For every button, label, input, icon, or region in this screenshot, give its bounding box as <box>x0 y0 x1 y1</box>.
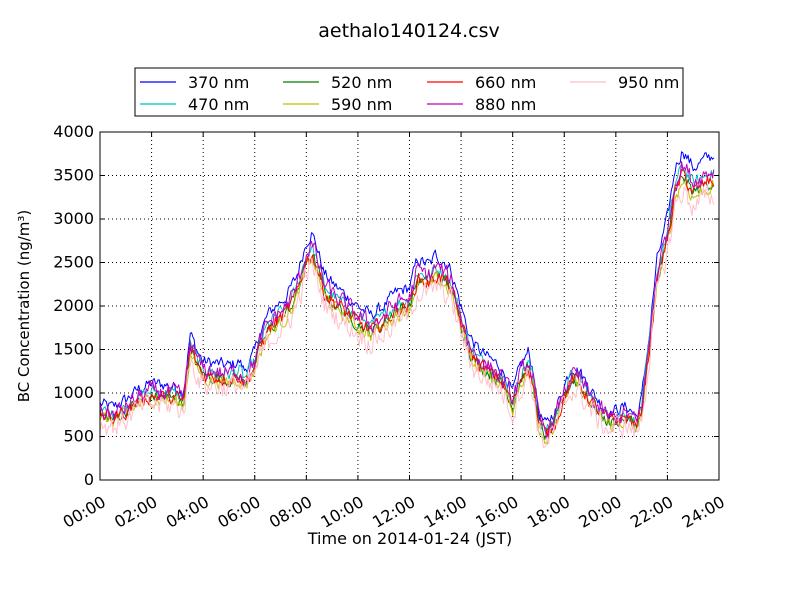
y-tick-label: 0 <box>84 470 94 489</box>
x-tick-label: 10:00 <box>317 492 366 532</box>
y-axis: 0 500 1000 1500 2000 2500 3000 3500 4000 <box>53 122 719 489</box>
x-tick-label: 16:00 <box>472 492 521 532</box>
legend-label: 590 nm <box>331 95 392 114</box>
y-tick-label: 3000 <box>53 209 94 228</box>
x-tick-label: 08:00 <box>266 492 315 532</box>
x-tick-label: 00:00 <box>60 492 109 532</box>
x-tick-label: 12:00 <box>369 492 418 532</box>
series-line-880-nm <box>99 161 715 441</box>
y-axis-label: BC Concentration (ng/m³) <box>15 210 33 403</box>
x-tick-label: 24:00 <box>679 492 728 532</box>
series-line-520-nm <box>99 175 714 440</box>
y-tick-label: 4000 <box>53 122 94 141</box>
legend-label: 370 nm <box>188 73 249 92</box>
series-line-660-nm <box>99 169 715 438</box>
x-tick-label: 02:00 <box>111 492 160 532</box>
plot-series <box>99 151 715 449</box>
series-line-950-nm <box>99 185 715 449</box>
y-tick-label: 500 <box>63 427 94 446</box>
y-tick-label: 2000 <box>53 296 94 315</box>
x-axis-label: Time on 2014-01-24 (JST) <box>307 529 512 548</box>
x-tick-label: 06:00 <box>214 492 263 532</box>
x-tick-label: 14:00 <box>421 492 470 532</box>
legend-label: 660 nm <box>475 73 536 92</box>
legend-box <box>134 67 684 117</box>
y-tick-label: 3500 <box>53 166 94 185</box>
y-tick-label: 2500 <box>53 253 94 272</box>
legend-label: 880 nm <box>475 95 536 114</box>
x-tick-label: 22:00 <box>627 492 676 532</box>
x-tick-label: 18:00 <box>524 492 573 532</box>
chart-title: aethalo140124.csv <box>318 20 500 42</box>
legend-label: 950 nm <box>618 73 679 92</box>
legend: 370 nm 470 nm 520 nm 590 nm 660 nm 880 nm 950 … <box>134 67 684 117</box>
x-tick-label: 04:00 <box>163 492 212 532</box>
x-axis: 00:00 02:00 04:00 06:00 08:00 10:00 12:00 14:00… <box>60 132 728 532</box>
legend-label: 520 nm <box>331 73 392 92</box>
y-tick-label: 1000 <box>53 383 94 402</box>
series-line-370-nm <box>99 151 715 423</box>
x-tick-label: 20:00 <box>575 492 624 532</box>
y-tick-label: 1500 <box>53 340 94 359</box>
legend-label: 470 nm <box>188 95 249 114</box>
